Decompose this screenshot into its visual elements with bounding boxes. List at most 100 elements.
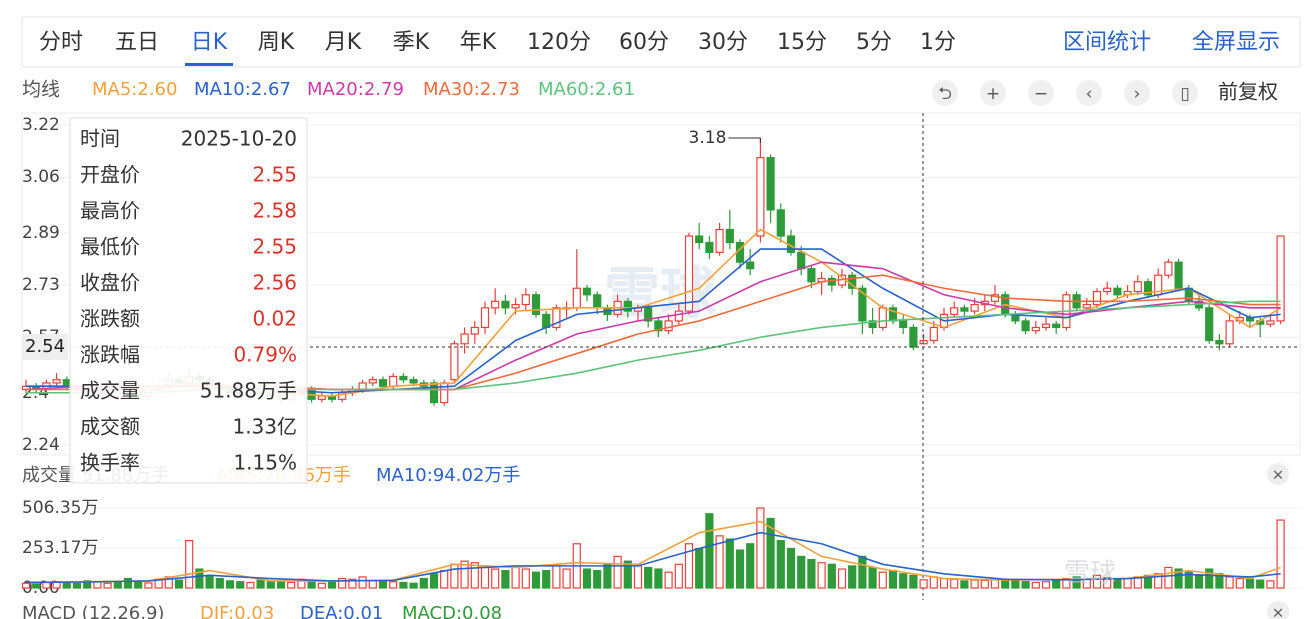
icon-button[interactable]	[1172, 80, 1198, 106]
period-tab[interactable]: 60分	[619, 30, 669, 55]
candle-body	[1133, 281, 1142, 293]
volume-bar	[1235, 577, 1244, 589]
tool-button[interactable]: 全屏显示	[1192, 30, 1280, 55]
volume-bar	[1205, 568, 1214, 589]
candle-body	[705, 241, 714, 253]
tooltip-value: 51.88万手	[200, 379, 297, 403]
period-tab[interactable]: 季K	[393, 30, 430, 55]
candle-body	[695, 235, 704, 244]
volume-bar	[103, 582, 112, 589]
tooltip-label: 成交量	[80, 379, 140, 403]
tooltip-label: 开盘价	[80, 163, 140, 187]
volume-bar	[185, 540, 194, 589]
period-tab[interactable]: 120分	[527, 30, 591, 55]
period-tab[interactable]: 30分	[698, 30, 748, 55]
candle-body	[1041, 323, 1051, 329]
candle-body	[868, 320, 877, 329]
volume-bar	[358, 576, 367, 589]
period-tab[interactable]: 五日	[115, 30, 159, 55]
tooltip-value: 1.15%	[233, 451, 297, 475]
volume-bar	[1256, 579, 1265, 589]
ma-label: 均线	[22, 79, 60, 101]
volume-bar	[1164, 566, 1173, 589]
period-tab[interactable]: 年K	[460, 30, 497, 55]
volume-bar	[766, 517, 775, 589]
macd-label: MACD (12,26,9)	[22, 603, 164, 619]
volume-bar	[256, 579, 265, 589]
candle-body	[572, 287, 581, 309]
volume-bar	[460, 560, 469, 589]
volume-bar	[970, 579, 979, 589]
candle-body	[990, 294, 1000, 302]
candle-body	[552, 307, 561, 329]
y-tick-label: 3.22	[22, 115, 60, 135]
tool-button[interactable]: 区间统计	[1063, 30, 1151, 55]
candle-body	[1031, 326, 1040, 332]
close-button[interactable]	[1267, 463, 1289, 485]
volume-bar	[735, 549, 745, 589]
icon-button[interactable]	[980, 80, 1006, 106]
y-tick-label: 2.89	[22, 223, 60, 243]
volume-bar	[1174, 568, 1183, 589]
candle-body	[358, 382, 367, 391]
tooltip-value: 2.56	[252, 271, 297, 295]
volume-bar	[195, 568, 204, 589]
icon-glyph: ›	[1134, 84, 1141, 104]
volume-bar	[93, 581, 102, 589]
period-tab[interactable]: 日K	[191, 30, 228, 55]
tooltip-value: 2025-10-20	[181, 127, 297, 151]
close-button[interactable]	[1267, 601, 1289, 619]
candle-body	[1092, 290, 1102, 306]
candle-body	[582, 287, 592, 296]
candle-body	[725, 228, 734, 244]
volume-bar	[450, 563, 459, 589]
volume-bar	[317, 582, 326, 589]
icon-button[interactable]	[1028, 80, 1054, 106]
volume-bar	[746, 543, 755, 589]
candle-body	[919, 339, 928, 345]
volume-bar	[113, 581, 122, 589]
period-tab[interactable]: 月K	[325, 30, 362, 55]
tab-bar	[21, 16, 1301, 68]
period-tab[interactable]: 15分	[777, 30, 827, 55]
period-tab[interactable]: 1分	[920, 30, 956, 55]
volume-bar	[593, 570, 602, 589]
candle-body	[827, 277, 836, 286]
icon-button[interactable]	[932, 80, 958, 106]
volume-bar	[1225, 576, 1234, 589]
period-tab[interactable]: 周K	[258, 30, 295, 55]
volume-bar	[878, 571, 887, 589]
volume-bar	[837, 568, 847, 589]
candle-body	[797, 251, 806, 270]
volume-bar	[674, 563, 683, 589]
volume-bar	[511, 566, 520, 589]
watermark: 雪球	[1064, 559, 1116, 589]
volume-bar	[684, 543, 694, 589]
y-tick-label: 506.35万	[22, 498, 98, 518]
tooltip	[69, 117, 308, 484]
volume-bar	[1123, 577, 1132, 589]
candle-body	[389, 375, 398, 387]
adjust-mode[interactable]: 前复权	[1218, 80, 1278, 104]
volume-bar	[1072, 576, 1081, 589]
icon-glyph: ⮌	[938, 84, 952, 104]
icon-button[interactable]	[1124, 80, 1150, 106]
macd-legend: MACD:0.08	[402, 603, 502, 619]
volume-bar	[144, 582, 153, 589]
period-tab[interactable]: 分时	[39, 30, 83, 55]
tooltip-label: 涨跌额	[80, 307, 140, 331]
volume-bar	[939, 577, 949, 589]
candle-body	[409, 379, 418, 384]
volume-bar	[21, 582, 31, 589]
icon-glyph: +	[986, 84, 1000, 104]
volume-bar	[582, 568, 592, 589]
volume-bar	[287, 581, 296, 589]
period-tab[interactable]: 5分	[856, 30, 892, 55]
volume-bar	[786, 547, 796, 589]
icon-button[interactable]	[1076, 80, 1102, 106]
volume-bar	[909, 574, 918, 589]
candle-body	[378, 379, 388, 387]
volume-bar	[848, 565, 857, 589]
candle-body	[664, 320, 673, 332]
